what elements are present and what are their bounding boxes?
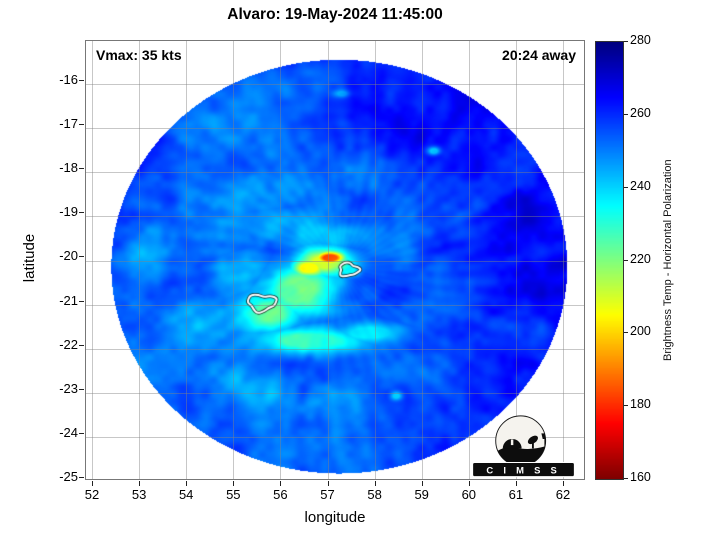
y-tick-label: -20 bbox=[59, 248, 78, 264]
colorbar-tick-mark bbox=[624, 478, 628, 479]
y-tick-label: -21 bbox=[59, 292, 78, 308]
cimss-logo: C I M S S bbox=[472, 415, 575, 478]
x-tick-label: 60 bbox=[461, 487, 477, 502]
y-tick-mark bbox=[79, 300, 84, 302]
y-tick-label: -22 bbox=[59, 336, 78, 352]
logo-banner bbox=[472, 462, 575, 478]
y-tick-label: -19 bbox=[59, 204, 78, 220]
y-tick-mark bbox=[79, 80, 84, 81]
y-tick-mark bbox=[79, 212, 84, 214]
y-tick-label: -24 bbox=[59, 424, 78, 440]
y-tick-mark bbox=[79, 124, 84, 126]
plot-title: Alvaro: 19-May-2024 11:45:00 bbox=[227, 6, 443, 23]
y-tick-label: -23 bbox=[59, 380, 78, 396]
y-tick-mark bbox=[79, 432, 84, 434]
colorbar-label: Brightness Temp - Horizontal Polarizatio… bbox=[662, 159, 674, 362]
x-tick-mark bbox=[186, 481, 188, 486]
x-tick-mark bbox=[374, 481, 376, 486]
x-tick-label: 53 bbox=[131, 487, 147, 502]
x-tick-label: 61 bbox=[508, 487, 524, 502]
x-tick-label: 59 bbox=[414, 487, 429, 502]
x-tick-mark bbox=[92, 481, 93, 486]
satellite-brightness-temp-image bbox=[85, 40, 585, 480]
satellite-dish-icon bbox=[527, 435, 538, 445]
colorbar-tick-mark bbox=[624, 259, 628, 261]
x-tick-label: 62 bbox=[555, 487, 571, 502]
x-tick-label: 57 bbox=[320, 487, 335, 502]
x-tick-mark bbox=[233, 481, 235, 486]
colorbar-tick-mark bbox=[624, 405, 628, 407]
colorbar-tick-mark bbox=[624, 186, 628, 188]
colorbar-tick-label: 220 bbox=[630, 251, 651, 266]
x-tick-mark bbox=[421, 481, 423, 486]
y-tick-mark bbox=[79, 256, 84, 258]
colorbar-tick-label: 260 bbox=[630, 105, 651, 120]
x-axis-label: longitude bbox=[304, 509, 366, 526]
y-tick-mark bbox=[79, 344, 84, 346]
y-tick-mark bbox=[79, 476, 84, 478]
colorbar-tick-label: 240 bbox=[630, 178, 651, 193]
colorbar-tick-mark bbox=[624, 41, 628, 42]
y-axis-label: latitude bbox=[21, 233, 38, 283]
y-tick-label: -25 bbox=[59, 468, 78, 484]
y-tick-label: -18 bbox=[59, 160, 78, 176]
y-tick-mark bbox=[79, 388, 84, 390]
x-tick-label: 56 bbox=[273, 487, 288, 502]
colorbar-tick-label: 180 bbox=[630, 397, 651, 412]
colorbar-tick-label: 200 bbox=[630, 324, 651, 339]
vmax-annotation: Vmax: 35 kts bbox=[96, 47, 182, 63]
x-tick-mark bbox=[327, 481, 329, 486]
x-tick-mark bbox=[280, 481, 282, 486]
colorbar-tick-mark bbox=[624, 113, 628, 115]
x-tick-label: 54 bbox=[178, 487, 194, 502]
logo-text: C I M S S bbox=[486, 464, 560, 475]
colorbar-tick-label: 280 bbox=[630, 33, 651, 47]
x-tick-label: 52 bbox=[84, 487, 100, 502]
colorbar-tick-mark bbox=[624, 332, 628, 334]
colorbar bbox=[595, 41, 624, 480]
x-tick-label: 58 bbox=[367, 487, 382, 502]
y-tick-label: -16 bbox=[59, 72, 78, 87]
water-tower-icon bbox=[541, 433, 546, 439]
y-tick-label: -17 bbox=[59, 116, 78, 132]
x-tick-mark bbox=[468, 481, 470, 486]
x-tick-mark bbox=[139, 481, 141, 486]
x-tick-mark bbox=[563, 481, 564, 486]
x-tick-mark bbox=[515, 481, 517, 486]
x-tick-label: 55 bbox=[226, 487, 241, 502]
y-tick-mark bbox=[79, 168, 84, 170]
time-away-annotation: 20:24 away bbox=[502, 47, 576, 63]
colorbar-tick-label: 160 bbox=[630, 470, 651, 484]
colorbar-gradient bbox=[596, 42, 623, 479]
